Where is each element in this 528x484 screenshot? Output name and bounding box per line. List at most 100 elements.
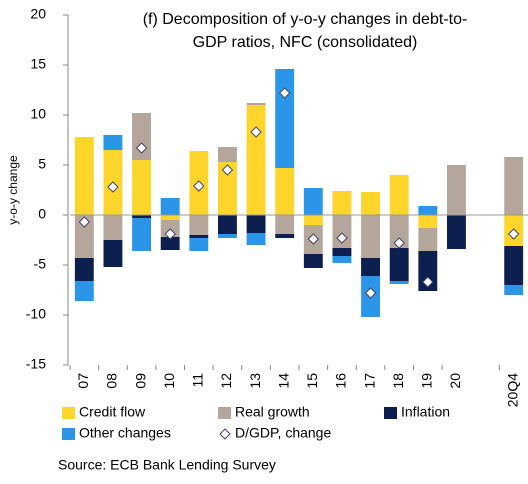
- bar-segment: [504, 285, 524, 295]
- bar-segment: [217, 147, 237, 162]
- y-tick-label: 0: [38, 206, 46, 222]
- bar-segment: [132, 160, 152, 215]
- bar-segment: [504, 157, 524, 215]
- bar-segment: [275, 69, 295, 168]
- bar-segment: [74, 258, 94, 281]
- bar-segment: [418, 215, 438, 228]
- x-tick-label: 16: [333, 373, 349, 389]
- x-tick-label: 17: [361, 373, 377, 389]
- bar-segment: [246, 103, 266, 105]
- bar-segment: [332, 248, 352, 256]
- y-tick-label: 10: [30, 106, 46, 122]
- dgdp-marker: [221, 164, 234, 176]
- legend-swatch: [62, 407, 75, 419]
- dgdp-marker: [364, 287, 377, 299]
- bar-segment: [361, 258, 381, 276]
- bar-segment: [418, 251, 438, 291]
- y-tick-label: -10: [26, 306, 46, 322]
- dgdp-marker: [164, 228, 176, 240]
- bar-segment: [303, 188, 323, 215]
- x-tick-label: 07: [75, 373, 91, 389]
- dgdp-marker: [422, 276, 434, 288]
- bar-segment: [189, 235, 209, 238]
- bar-segment: [332, 215, 352, 248]
- bar-segment: [332, 256, 352, 263]
- y-tick-label: -5: [34, 256, 47, 272]
- y-tick-label: 20: [30, 6, 46, 22]
- x-tick-label: 14: [275, 373, 291, 389]
- chart-title: GDP ratios, NFC (consolidated): [193, 34, 418, 51]
- x-tick-label: 09: [132, 373, 148, 389]
- x-tick-label: 18: [390, 373, 406, 389]
- legend-label: Other changes: [79, 425, 171, 441]
- legend-marker: [219, 428, 231, 440]
- dgdp-marker: [135, 142, 148, 154]
- bar-segment: [217, 162, 237, 215]
- bar-segment: [361, 215, 381, 258]
- dgdp-marker: [193, 180, 205, 192]
- x-tick-label: 08: [104, 373, 120, 389]
- x-tick-label: 19: [419, 373, 435, 389]
- bar-segment: [74, 281, 94, 301]
- x-tick-label: 20Q4: [504, 373, 520, 407]
- dgdp-marker: [507, 228, 520, 240]
- bar-segment: [74, 215, 94, 258]
- bar-segment: [103, 240, 123, 267]
- bar-segment: [275, 168, 295, 215]
- x-tick-label: 20: [447, 373, 463, 389]
- legend-swatch: [218, 407, 231, 419]
- bar-segment: [275, 215, 295, 234]
- x-tick-label: 15: [304, 373, 320, 389]
- bar-segment: [246, 233, 266, 245]
- bar-segment: [160, 237, 180, 250]
- bar-segment: [418, 206, 438, 215]
- bar-segment: [132, 218, 152, 251]
- dgdp-marker: [78, 216, 91, 228]
- bar-segment: [361, 192, 381, 215]
- bar-segment: [160, 215, 180, 220]
- dgdp-marker: [250, 126, 262, 138]
- dgdp-marker: [107, 181, 119, 193]
- bar-segment: [389, 175, 409, 215]
- bar-segment: [103, 135, 123, 150]
- bar-segment: [103, 215, 123, 240]
- bar-segment: [303, 254, 323, 268]
- bar-segment: [160, 198, 180, 215]
- legend-swatch: [62, 428, 75, 440]
- bar-segment: [217, 215, 237, 234]
- bar-segment: [246, 215, 266, 233]
- source-note: Source: ECB Bank Lending Survey: [58, 457, 276, 473]
- bar-segment: [332, 191, 352, 215]
- bar-segment: [189, 238, 209, 251]
- bar-segment: [446, 165, 466, 215]
- y-tick-label: 5: [38, 156, 46, 172]
- bar-segment: [246, 105, 266, 215]
- y-axis-label: y-o-y change: [6, 155, 20, 225]
- legend-label: Inflation: [401, 404, 450, 420]
- x-tick-label: 11: [190, 373, 206, 388]
- x-tick-label: 10: [161, 373, 177, 389]
- bar-segment: [189, 215, 209, 235]
- x-tick-label: 13: [247, 373, 263, 389]
- y-tick-label: -15: [26, 356, 46, 372]
- bar-segment: [74, 137, 94, 215]
- dgdp-marker: [336, 232, 348, 244]
- dgdp-marker: [278, 87, 291, 99]
- y-tick-label: 15: [30, 56, 46, 72]
- bar-segment: [275, 234, 295, 238]
- bar-segment: [132, 215, 152, 218]
- bar-segment: [217, 234, 237, 238]
- bar-segment: [446, 215, 466, 249]
- bar-segment: [303, 215, 323, 225]
- bar-segment: [418, 228, 438, 251]
- legend-label: Real growth: [235, 404, 310, 420]
- chart-title: (f) Decomposition of y-o-y changes in de…: [143, 11, 468, 28]
- bar-segment: [389, 215, 409, 248]
- bar-segment: [389, 281, 409, 284]
- x-tick-label: 12: [218, 373, 234, 389]
- legend-swatch: [384, 407, 397, 419]
- legend-label: D/GDP, change: [235, 425, 331, 441]
- dgdp-marker: [307, 233, 320, 245]
